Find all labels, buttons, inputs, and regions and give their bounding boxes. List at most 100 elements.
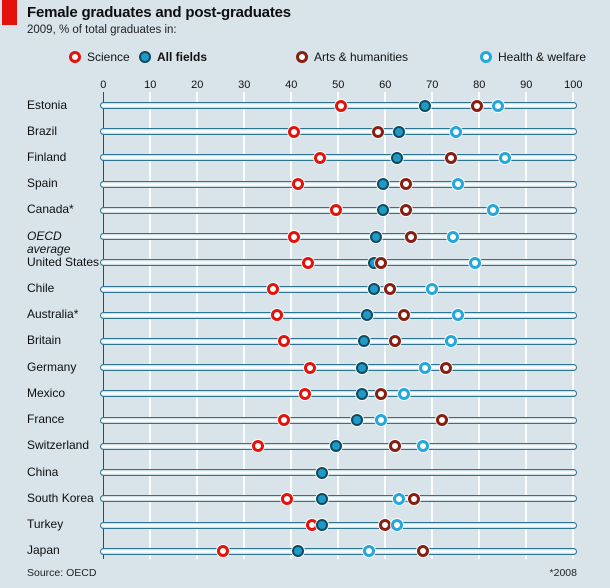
axis-tick-label: 20	[191, 79, 204, 91]
country-label: Chile	[27, 281, 55, 296]
data-point-science	[217, 545, 230, 558]
data-point-all-fields	[369, 230, 382, 243]
gridline	[431, 92, 434, 559]
country-label: Estonia	[27, 97, 68, 112]
data-point-health-welfare	[398, 387, 411, 400]
chart-subtitle: 2009, % of total graduates in:	[27, 24, 177, 36]
data-point-science	[278, 335, 291, 348]
axis-tick-label: 40	[285, 79, 298, 91]
data-point-science	[252, 440, 265, 453]
data-point-all-fields	[315, 519, 328, 532]
legend-label: All fields	[157, 50, 208, 64]
data-point-arts-humanities	[405, 230, 418, 243]
data-point-health-welfare	[449, 125, 462, 138]
legend-item-all-fields: All fields	[139, 50, 207, 64]
country-label: Australia*	[27, 307, 79, 322]
data-point-arts-humanities	[379, 519, 392, 532]
gridline	[337, 92, 340, 559]
axis-tick-label: 50	[332, 79, 345, 91]
gridline	[196, 92, 199, 559]
gridline	[525, 92, 528, 559]
gridline	[243, 92, 246, 559]
data-point-health-welfare	[393, 492, 406, 505]
gridline	[290, 92, 293, 559]
data-point-science	[292, 178, 305, 191]
country-label: South Korea	[27, 490, 94, 505]
country-label: Japan	[27, 543, 60, 558]
data-point-health-welfare	[487, 204, 500, 217]
data-point-arts-humanities	[398, 309, 411, 322]
country-label: OECD average	[27, 228, 71, 256]
axis-tick-label: 30	[238, 79, 251, 91]
data-point-science	[271, 309, 284, 322]
data-point-all-fields	[315, 492, 328, 505]
data-point-health-welfare	[447, 230, 460, 243]
data-point-health-welfare	[391, 519, 404, 532]
legend-item-arts-humanities: Arts & humanities	[296, 50, 408, 64]
legend-label: Arts & humanities	[314, 50, 409, 64]
gridline	[478, 92, 481, 559]
data-point-science	[287, 230, 300, 243]
axis-tick-label: 0	[100, 79, 107, 91]
row-track	[100, 259, 577, 267]
country-label: Brazil	[27, 123, 58, 138]
row-track	[100, 180, 577, 188]
data-point-all-fields	[419, 99, 432, 112]
data-point-health-welfare	[452, 178, 465, 191]
legend-item-health-welfare: Health & welfare	[480, 50, 586, 64]
legend-open-circle-icon	[480, 51, 492, 63]
data-point-arts-humanities	[388, 335, 401, 348]
data-point-arts-humanities	[445, 151, 458, 164]
data-point-arts-humanities	[416, 545, 429, 558]
data-point-science	[280, 492, 293, 505]
data-point-all-fields	[292, 545, 305, 558]
data-point-arts-humanities	[388, 440, 401, 453]
data-point-health-welfare	[426, 283, 439, 296]
data-point-arts-humanities	[374, 256, 387, 269]
data-point-all-fields	[367, 283, 380, 296]
data-point-health-welfare	[419, 361, 432, 374]
data-point-health-welfare	[499, 151, 512, 164]
data-point-science	[278, 414, 291, 427]
source-note: Source: OECD	[27, 567, 97, 579]
data-point-all-fields	[355, 361, 368, 374]
legend-item-science: Science	[69, 50, 130, 64]
data-point-science	[301, 256, 314, 269]
gridline	[572, 92, 575, 559]
chart-title: Female graduates and post-graduates	[27, 4, 291, 21]
data-point-science	[287, 125, 300, 138]
data-point-all-fields	[329, 440, 342, 453]
data-point-science	[299, 387, 312, 400]
economist-red-tab	[2, 0, 17, 25]
data-point-science	[266, 283, 279, 296]
gridline	[384, 92, 387, 559]
country-label: Spain	[27, 176, 58, 191]
data-point-all-fields	[315, 466, 328, 479]
data-point-health-welfare	[374, 414, 387, 427]
data-point-health-welfare	[362, 545, 375, 558]
data-point-science	[329, 204, 342, 217]
country-label: Finland	[27, 149, 67, 164]
country-label: Germany	[27, 359, 77, 374]
data-point-all-fields	[351, 414, 364, 427]
axis-tick-label: 90	[520, 79, 533, 91]
axis-tick-label: 60	[379, 79, 392, 91]
data-point-arts-humanities	[435, 414, 448, 427]
row-track	[100, 285, 577, 293]
data-point-arts-humanities	[440, 361, 453, 374]
country-label: Mexico	[27, 385, 66, 400]
data-point-science	[304, 361, 317, 374]
axis-tick-label: 100	[564, 79, 583, 91]
data-point-science	[313, 151, 326, 164]
row-track	[100, 390, 577, 398]
data-point-all-fields	[393, 125, 406, 138]
legend: Science All fields Arts & humanities Health…	[0, 50, 610, 68]
country-label: Britain	[27, 333, 62, 348]
row-track	[100, 337, 577, 345]
legend-label: Science	[87, 50, 130, 64]
country-label: Switzerland	[27, 438, 90, 453]
row-track	[100, 469, 577, 477]
data-point-health-welfare	[468, 256, 481, 269]
axis-tick-label: 70	[426, 79, 439, 91]
data-point-all-fields	[360, 309, 373, 322]
